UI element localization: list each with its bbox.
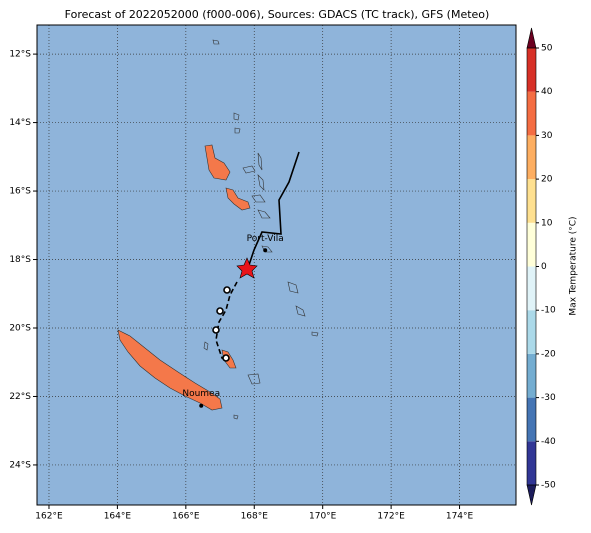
x-tick-label: 174°E (446, 512, 474, 522)
colorbar-band (527, 48, 536, 92)
colorbar-band (527, 441, 536, 485)
place-label: Noumea (182, 389, 220, 399)
grid (37, 25, 516, 505)
y-tick-label: 24°S (9, 460, 31, 470)
x-tick-label: 172°E (377, 512, 405, 522)
y-tick-label: 14°S (9, 118, 31, 128)
colorbar: -50 -40 -30 -20 -10 0 10 20 30 40 50 Max Temperatur… (526, 27, 579, 506)
colorbar-band (527, 91, 536, 136)
colorbar-band (527, 397, 536, 442)
y-tick-label: 18°S (9, 255, 31, 265)
colorbar-tick-label: -40 (541, 437, 556, 447)
colorbar-tick-label: 20 (541, 175, 553, 185)
place-dot (263, 248, 268, 253)
colorbar-tick-label: -50 (541, 481, 556, 491)
map-frame (36, 24, 517, 506)
colorbar-band (527, 179, 536, 223)
place-dot (199, 403, 204, 408)
colorbar-band (527, 222, 536, 267)
x-tick-label: 162°E (35, 512, 63, 522)
y-tick-label: 16°S (9, 187, 31, 197)
y-tick-label: 12°S (9, 50, 31, 60)
colorbar-tick-label: 0 (541, 262, 547, 272)
y-tick-label: 22°S (9, 392, 31, 402)
x-tick-label: 164°E (104, 512, 132, 522)
x-tick-label: 170°E (309, 512, 337, 522)
track (212, 151, 300, 362)
colorbar-band (527, 135, 536, 180)
x-tick-label: 168°E (241, 512, 269, 522)
title: Forecast of 2022052000 (f000-006), Sourc… (65, 8, 490, 21)
colorbar-label: Max Temperature (°C) (569, 216, 579, 315)
colorbar-tick-label: 10 (541, 218, 553, 228)
colorbar-tick-label: 30 (541, 131, 553, 141)
colorbar-tick-label: 50 (541, 44, 553, 54)
colorbar-tick-label: -30 (541, 393, 556, 403)
colorbar-tick-label: -20 (541, 349, 556, 359)
ocean (37, 25, 516, 505)
x-tick-label: 166°E (172, 512, 200, 522)
colorbar-tick-label: -10 (541, 306, 556, 316)
colorbar-band (527, 310, 536, 354)
colorbar-extend-low (526, 484, 537, 506)
colorbar-band (527, 266, 536, 311)
colorbar-extend-high (526, 27, 537, 49)
colorbar-band (527, 353, 536, 398)
colorbar-tick-label: 40 (541, 87, 553, 97)
place-label: Port-Vila (247, 234, 284, 244)
current-position (236, 257, 258, 279)
y-tick-label: 20°S (9, 323, 31, 333)
